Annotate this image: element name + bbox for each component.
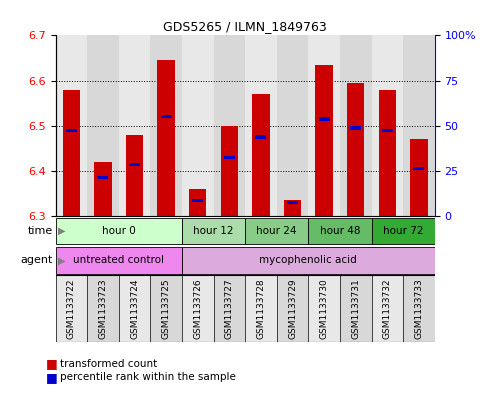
Bar <box>221 126 238 216</box>
Text: transformed count: transformed count <box>60 358 157 369</box>
Bar <box>284 200 301 216</box>
Text: hour 12: hour 12 <box>193 226 234 236</box>
FancyBboxPatch shape <box>182 218 245 244</box>
Bar <box>382 129 393 132</box>
Bar <box>213 275 245 342</box>
Bar <box>213 35 245 216</box>
Bar <box>350 127 361 130</box>
Bar <box>150 35 182 216</box>
Bar <box>182 275 213 342</box>
Text: GSM1133732: GSM1133732 <box>383 278 392 339</box>
Text: GSM1133724: GSM1133724 <box>130 278 139 339</box>
Text: mycophenolic acid: mycophenolic acid <box>259 255 357 265</box>
Bar <box>277 275 308 342</box>
Bar <box>157 60 175 216</box>
Bar <box>119 275 150 342</box>
Bar <box>277 35 308 216</box>
Bar <box>245 35 277 216</box>
Text: untreated control: untreated control <box>73 255 164 265</box>
Bar <box>256 136 267 139</box>
FancyBboxPatch shape <box>371 218 435 244</box>
Bar <box>182 35 213 216</box>
Text: GSM1133731: GSM1133731 <box>351 278 360 339</box>
Bar <box>98 176 109 179</box>
Bar <box>224 156 235 159</box>
Bar <box>340 275 371 342</box>
FancyBboxPatch shape <box>56 218 182 244</box>
Text: agent: agent <box>21 255 53 265</box>
Bar <box>371 35 403 216</box>
Bar <box>347 83 364 216</box>
Bar <box>403 275 435 342</box>
Bar <box>319 118 329 121</box>
Text: hour 72: hour 72 <box>383 226 424 236</box>
Bar <box>87 35 119 216</box>
Bar <box>340 35 371 216</box>
Text: GSM1133728: GSM1133728 <box>256 278 266 339</box>
Bar <box>126 135 143 216</box>
Text: ▶: ▶ <box>58 255 66 265</box>
Bar <box>87 275 119 342</box>
Text: GSM1133727: GSM1133727 <box>225 278 234 339</box>
Text: GSM1133725: GSM1133725 <box>162 278 170 339</box>
Text: time: time <box>28 226 53 236</box>
Text: ■: ■ <box>46 371 57 384</box>
Bar <box>192 199 203 202</box>
Text: percentile rank within the sample: percentile rank within the sample <box>60 372 236 382</box>
Bar <box>308 35 340 216</box>
FancyBboxPatch shape <box>245 218 308 244</box>
Bar <box>56 275 87 342</box>
Bar <box>189 189 206 216</box>
Bar <box>245 275 277 342</box>
Bar <box>371 275 403 342</box>
Bar <box>315 65 333 216</box>
Text: hour 48: hour 48 <box>320 226 360 236</box>
Text: ▶: ▶ <box>58 226 66 236</box>
Text: GSM1133733: GSM1133733 <box>414 278 424 339</box>
Bar <box>119 35 150 216</box>
Bar <box>252 94 270 216</box>
FancyBboxPatch shape <box>56 247 182 274</box>
Text: GSM1133729: GSM1133729 <box>288 278 297 339</box>
Bar <box>56 35 87 216</box>
Bar <box>63 90 80 216</box>
Bar <box>129 163 140 166</box>
Text: GSM1133730: GSM1133730 <box>320 278 328 339</box>
Bar <box>66 129 77 132</box>
Bar <box>287 201 298 204</box>
FancyBboxPatch shape <box>182 247 435 274</box>
Bar <box>413 167 425 170</box>
Bar <box>94 162 112 216</box>
Bar <box>150 275 182 342</box>
FancyBboxPatch shape <box>308 218 371 244</box>
Bar <box>308 275 340 342</box>
Bar <box>161 115 171 118</box>
Text: hour 0: hour 0 <box>102 226 136 236</box>
Text: hour 24: hour 24 <box>256 226 297 236</box>
Bar <box>403 35 435 216</box>
Text: GSM1133722: GSM1133722 <box>67 278 76 339</box>
Title: GDS5265 / ILMN_1849763: GDS5265 / ILMN_1849763 <box>163 20 327 33</box>
Text: GSM1133723: GSM1133723 <box>99 278 107 339</box>
Bar <box>379 90 396 216</box>
Text: GSM1133726: GSM1133726 <box>193 278 202 339</box>
Bar <box>410 140 427 216</box>
Text: ■: ■ <box>46 357 57 370</box>
